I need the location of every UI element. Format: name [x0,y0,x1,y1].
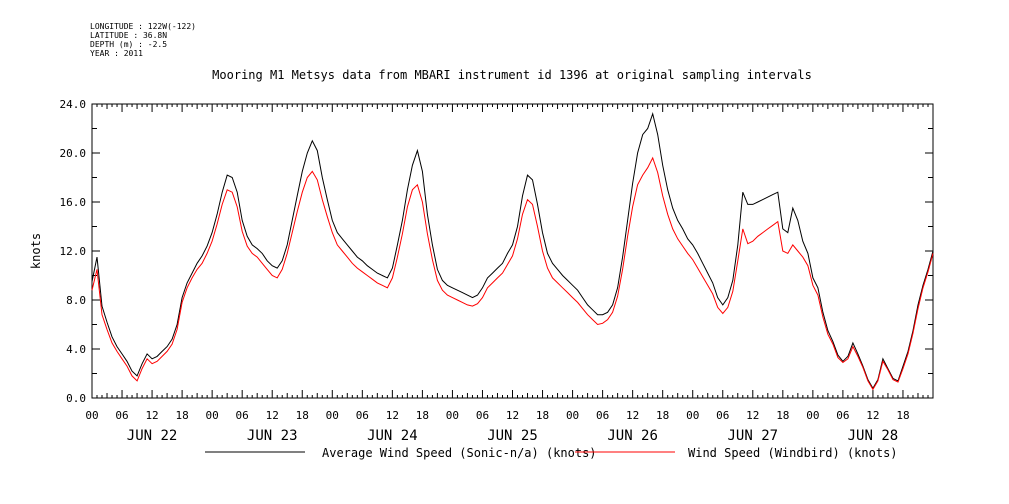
x-tick-label: 18 [416,409,429,422]
legend-label-windbird: Wind Speed (Windbird) (knots) [688,446,898,460]
x-tick-label: 00 [806,409,819,422]
y-tick-label: 4.0 [66,343,86,356]
y-tick-label: 20.0 [60,147,87,160]
day-label: JUN 23 [247,428,298,444]
x-tick-label: 12 [145,409,158,422]
x-tick-label: 12 [746,409,759,422]
legend-label-sonic: Average Wind Speed (Sonic-n/a) (knots) [322,446,597,460]
x-tick-label: 00 [206,409,219,422]
x-tick-label: 06 [836,409,849,422]
x-tick-label: 06 [476,409,489,422]
x-tick-label: 12 [626,409,639,422]
x-tick-label: 18 [656,409,669,422]
y-tick-label: 16.0 [60,196,87,209]
series-lines [91,112,934,391]
x-tick-label: 12 [506,409,519,422]
metadata-block: LONGITUDE : 122W(-122) LATITUDE : 36.8N … [90,22,196,58]
x-tick-label: 12 [266,409,279,422]
depth-label: DEPTH (m) : -2.5 [90,40,168,49]
x-tick-label: 06 [356,409,369,422]
series-line-sonic [91,112,934,390]
chart-title: Mooring M1 Metsys data from MBARI instru… [212,68,812,82]
x-tick-label: 00 [566,409,579,422]
longitude-label: LONGITUDE : 122W(-122) [90,22,196,31]
series-line-windbird [91,156,934,391]
x-tick-label: 00 [686,409,699,422]
x-tick-label: 18 [896,409,909,422]
y-axis: 0.0 4.0 8.0 12.0 16.0 20.0 24.0 [60,98,933,405]
x-tick-label: 12 [866,409,879,422]
year-label: YEAR : 2011 [90,49,143,58]
y-tick-label: 0.0 [66,392,86,405]
x-tick-label: 00 [446,409,459,422]
x-tick-label: 06 [236,409,249,422]
y-tick-label: 12.0 [60,245,87,258]
x-axis: 00 06 12 18 00 06 12 18 00 06 12 18 00 06 12 18 00 06 12 18… [85,104,934,444]
x-tick-label: 00 [326,409,339,422]
x-tick-label: 18 [776,409,789,422]
x-tick-label: 00 [85,409,98,422]
day-label: JUN 25 [487,428,538,444]
day-label: JUN 27 [727,428,778,444]
x-tick-label: 18 [175,409,188,422]
day-label: JUN 26 [607,428,658,444]
x-tick-label: 18 [536,409,549,422]
x-tick-label: 12 [386,409,399,422]
x-tick-label: 06 [716,409,729,422]
x-tick-label: 06 [115,409,128,422]
y-tick-label: 24.0 [60,98,87,111]
latitude-label: LATITUDE : 36.8N [90,31,168,40]
x-tick-label: 18 [296,409,309,422]
legend: Average Wind Speed (Sonic-n/a) (knots) W… [205,446,898,460]
x-tick-label: 06 [596,409,609,422]
y-tick-label: 8.0 [66,294,86,307]
y-axis-label: knots [29,233,43,269]
day-label: JUN 24 [367,428,418,444]
day-label: JUN 22 [127,428,178,444]
day-label: JUN 28 [848,428,899,444]
